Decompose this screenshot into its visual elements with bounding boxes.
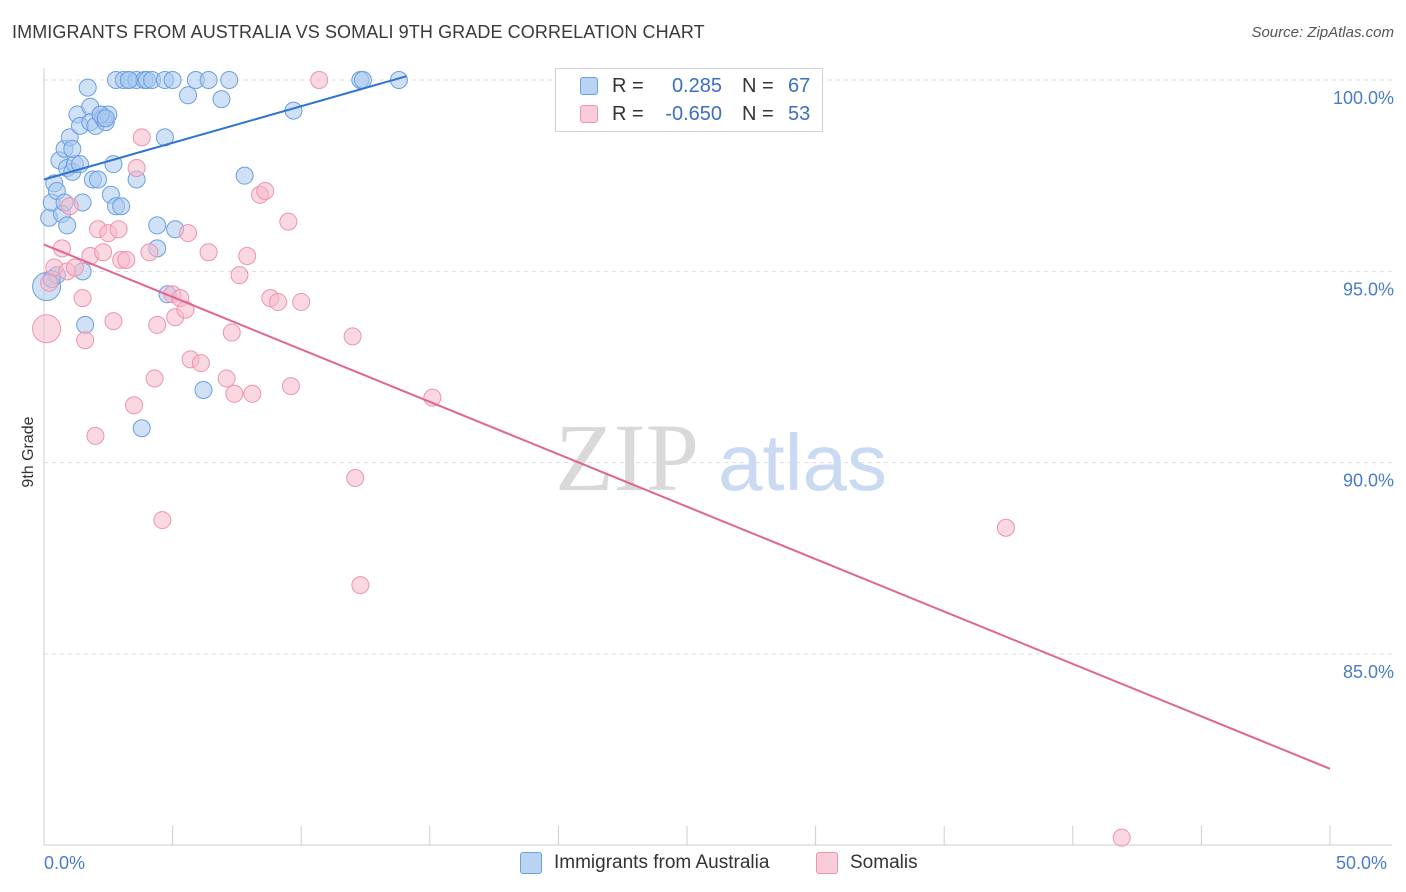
y-tick-labels: 85.0% 90.0% 95.0% 100.0% (1333, 88, 1394, 682)
y-axis-label: 9th Grade (20, 416, 37, 487)
somalis-point (344, 328, 361, 345)
n-value: 53 (788, 103, 810, 126)
stats-legend: R = 0.285 N = 67 R = -0.650 N = 53 (555, 68, 823, 132)
somalis-point (270, 293, 287, 310)
australia-point (164, 72, 181, 89)
somalis-point (352, 577, 369, 594)
somalis-point (95, 244, 112, 261)
x-tick-label-max: 50.0% (1336, 853, 1387, 874)
australia-point (64, 140, 81, 157)
somalis-point (146, 370, 163, 387)
scatter-plot: ZIP atlas 85.0% 90.0% 95.0% 100.0% 9th Grad… (0, 0, 1406, 892)
r-label: R = (612, 103, 652, 126)
australia-legend-swatch (520, 852, 542, 874)
y-tick-label: 85.0% (1343, 662, 1394, 682)
somalis-point (61, 198, 78, 215)
australia-point (180, 87, 197, 104)
somalis-legend-swatch (816, 852, 838, 874)
legend-label-somalis: Somalis (850, 852, 918, 874)
legend-item-australia[interactable]: Immigrants from Australia (520, 852, 769, 874)
somalis-trend-line (44, 245, 1330, 769)
somalis-point (87, 427, 104, 444)
australia-point (200, 72, 217, 89)
somalis-point (110, 221, 127, 238)
x-tick-label-min: 0.0% (44, 853, 85, 874)
australia-point (133, 420, 150, 437)
australia-point (77, 316, 94, 333)
somalis-point (218, 370, 235, 387)
somalis-point (311, 72, 328, 89)
n-label: N = (742, 103, 788, 126)
somalis-point (239, 248, 256, 265)
watermark-atlas: atlas (718, 418, 887, 507)
australia-point (221, 72, 238, 89)
somalis-point (282, 378, 299, 395)
somalis-point (141, 244, 158, 261)
legend-label-australia: Immigrants from Australia (554, 852, 769, 874)
somalis-swatch (580, 105, 598, 123)
australia-point (79, 79, 96, 96)
y-tick-label: 90.0% (1343, 471, 1394, 491)
australia-point (59, 217, 76, 234)
australia-point (120, 72, 137, 89)
watermark-zip: ZIP (555, 404, 699, 511)
somalis-point (280, 213, 297, 230)
somalis-point (200, 244, 217, 261)
somalis-point (257, 182, 274, 199)
somalis-point (105, 313, 122, 330)
somalis-point (226, 385, 243, 402)
somalis-point (41, 274, 58, 291)
somalis-point (180, 225, 197, 242)
somalis-point (293, 293, 310, 310)
y-tick-label: 95.0% (1343, 279, 1394, 299)
r-value: 0.285 (652, 75, 722, 98)
somalis-point (223, 324, 240, 341)
australia-swatch (580, 77, 598, 95)
n-label: N = (742, 75, 788, 98)
somalis-point (133, 129, 150, 146)
grid-lines (44, 80, 1392, 654)
somalis-point (192, 355, 209, 372)
australia-point (236, 167, 253, 184)
legend-item-somalis[interactable]: Somalis (816, 852, 918, 874)
australia-point (213, 91, 230, 108)
somalis-point (244, 385, 261, 402)
australia-point (97, 110, 114, 127)
somalis-point (149, 316, 166, 333)
stats-legend-row-australia: R = 0.285 N = 67 (580, 74, 810, 98)
somalis-point (77, 332, 94, 349)
australia-point (195, 381, 212, 398)
somalis-point (347, 469, 364, 486)
australia-point (149, 217, 166, 234)
somalis-point (118, 251, 135, 268)
somalis-point (74, 290, 91, 307)
somalis-point (128, 160, 145, 177)
r-label: R = (612, 75, 652, 98)
watermark: ZIP atlas (555, 404, 887, 511)
r-value: -0.650 (652, 103, 722, 126)
somalis-point (33, 315, 61, 343)
somalis-point (231, 267, 248, 284)
somalis-point (154, 512, 171, 529)
n-value: 67 (788, 75, 810, 98)
somalis-point (126, 397, 143, 414)
somalis-point (66, 259, 83, 276)
australia-point (90, 171, 107, 188)
somalis-point (1113, 829, 1130, 846)
somalis-point (997, 519, 1014, 536)
australia-point (113, 198, 130, 215)
stats-legend-row-somalis: R = -0.650 N = 53 (580, 102, 810, 126)
y-tick-label: 100.0% (1333, 88, 1394, 108)
